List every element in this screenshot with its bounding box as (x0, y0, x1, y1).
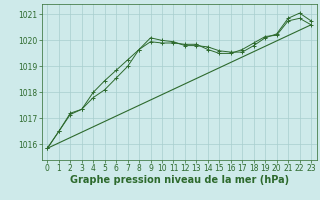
X-axis label: Graphe pression niveau de la mer (hPa): Graphe pression niveau de la mer (hPa) (70, 175, 289, 185)
